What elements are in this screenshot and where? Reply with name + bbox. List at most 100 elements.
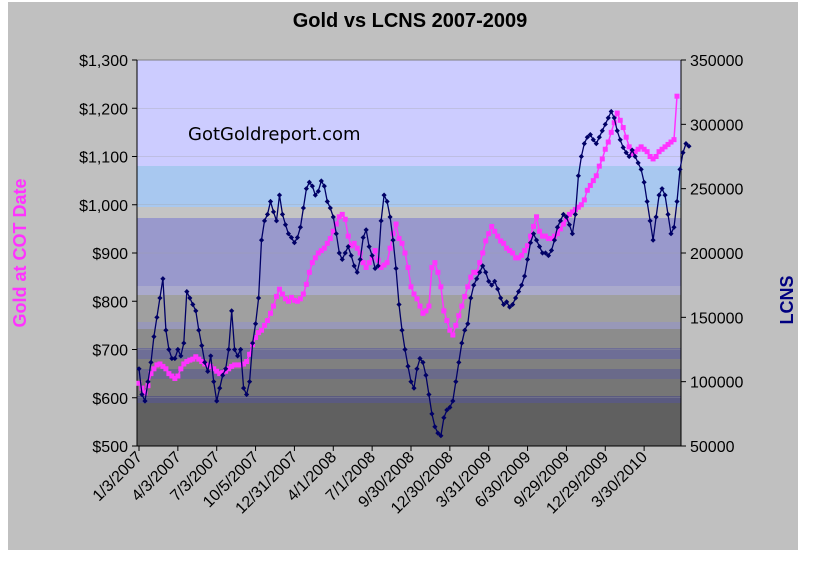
data-point	[267, 198, 274, 205]
data-point	[518, 282, 525, 288]
data-point	[629, 147, 635, 153]
data-point	[238, 346, 244, 353]
data-point	[593, 141, 599, 147]
data-point	[623, 134, 629, 140]
data-point	[417, 303, 423, 309]
data-point	[163, 327, 169, 333]
data-point	[312, 255, 318, 261]
data-point	[258, 237, 265, 243]
data-point	[396, 236, 402, 242]
data-point	[483, 238, 489, 244]
data-point	[303, 281, 309, 287]
data-point	[623, 150, 629, 156]
data-point	[342, 250, 348, 256]
data-point	[318, 248, 324, 254]
data-point	[492, 278, 498, 284]
data-point	[315, 250, 321, 256]
data-point	[336, 214, 342, 220]
data-point	[510, 301, 516, 308]
data-point	[163, 366, 169, 372]
data-point	[608, 129, 614, 135]
data-point	[172, 355, 178, 362]
data-point	[647, 218, 653, 224]
data-point	[572, 211, 578, 217]
data-point	[507, 248, 513, 254]
data-point	[569, 209, 575, 215]
data-point	[632, 153, 638, 160]
data-point	[279, 211, 286, 217]
data-point	[211, 366, 217, 372]
data-point	[650, 237, 656, 243]
data-point	[438, 284, 444, 290]
data-point	[608, 108, 614, 115]
data-point	[522, 248, 528, 254]
x-axis: 1/3/20074/3/20077/3/200710/5/200712/31/2…	[90, 445, 681, 517]
data-point	[244, 391, 250, 398]
data-point	[220, 372, 226, 378]
data-point	[396, 301, 402, 308]
right-axis-tick-label: 200000	[690, 246, 743, 263]
data-point	[641, 146, 647, 152]
data-point	[471, 269, 477, 275]
data-point	[318, 178, 324, 184]
data-point	[211, 379, 217, 385]
data-point	[498, 238, 504, 244]
data-point	[393, 265, 399, 272]
data-point	[345, 243, 351, 250]
data-point	[507, 304, 513, 310]
data-point	[581, 141, 587, 147]
data-point	[345, 233, 351, 239]
data-point	[551, 237, 558, 243]
data-point	[545, 236, 551, 242]
data-point	[525, 243, 531, 249]
data-point	[665, 141, 671, 147]
data-point	[139, 391, 145, 398]
data-point	[635, 160, 641, 166]
data-point	[166, 346, 172, 353]
data-point	[187, 295, 193, 301]
data-point	[540, 233, 545, 239]
data-point	[202, 359, 208, 365]
data-point	[653, 154, 659, 159]
data-point	[402, 346, 408, 353]
data-point	[513, 255, 519, 261]
data-point	[420, 359, 426, 365]
data-point	[405, 363, 411, 369]
data-point	[372, 248, 378, 254]
data-point	[617, 137, 623, 143]
data-point	[372, 265, 378, 272]
watermark-text: GotGoldreport.com	[188, 124, 361, 145]
data-point	[459, 340, 465, 346]
data-point	[486, 231, 492, 237]
data-point	[291, 297, 297, 303]
data-point	[510, 250, 516, 256]
data-point	[569, 231, 575, 237]
data-point	[297, 296, 303, 302]
data-point	[273, 293, 279, 299]
data-point	[306, 269, 312, 275]
plot-background	[137, 60, 681, 446]
data-point	[271, 303, 276, 309]
data-point	[447, 404, 453, 410]
data-point	[276, 286, 282, 292]
data-point	[560, 221, 566, 227]
data-point	[605, 115, 611, 121]
data-point	[423, 308, 429, 314]
data-point	[184, 289, 190, 295]
data-point	[662, 144, 668, 150]
data-point	[495, 233, 501, 239]
data-point	[253, 334, 259, 340]
data-point	[235, 353, 241, 359]
data-point	[205, 362, 211, 368]
data-point	[312, 192, 318, 198]
data-point	[614, 110, 620, 116]
left-axis-tick-label: $700	[92, 343, 128, 360]
left-axis: $500 $600 $700 $800 $900 $1,000 $1,100 $1,200 $1…	[79, 53, 138, 456]
data-point	[432, 260, 438, 266]
data-point	[644, 198, 650, 205]
data-point	[483, 269, 489, 275]
data-point	[620, 144, 626, 151]
data-point	[357, 256, 363, 263]
data-point	[453, 379, 459, 385]
data-point	[300, 205, 306, 211]
